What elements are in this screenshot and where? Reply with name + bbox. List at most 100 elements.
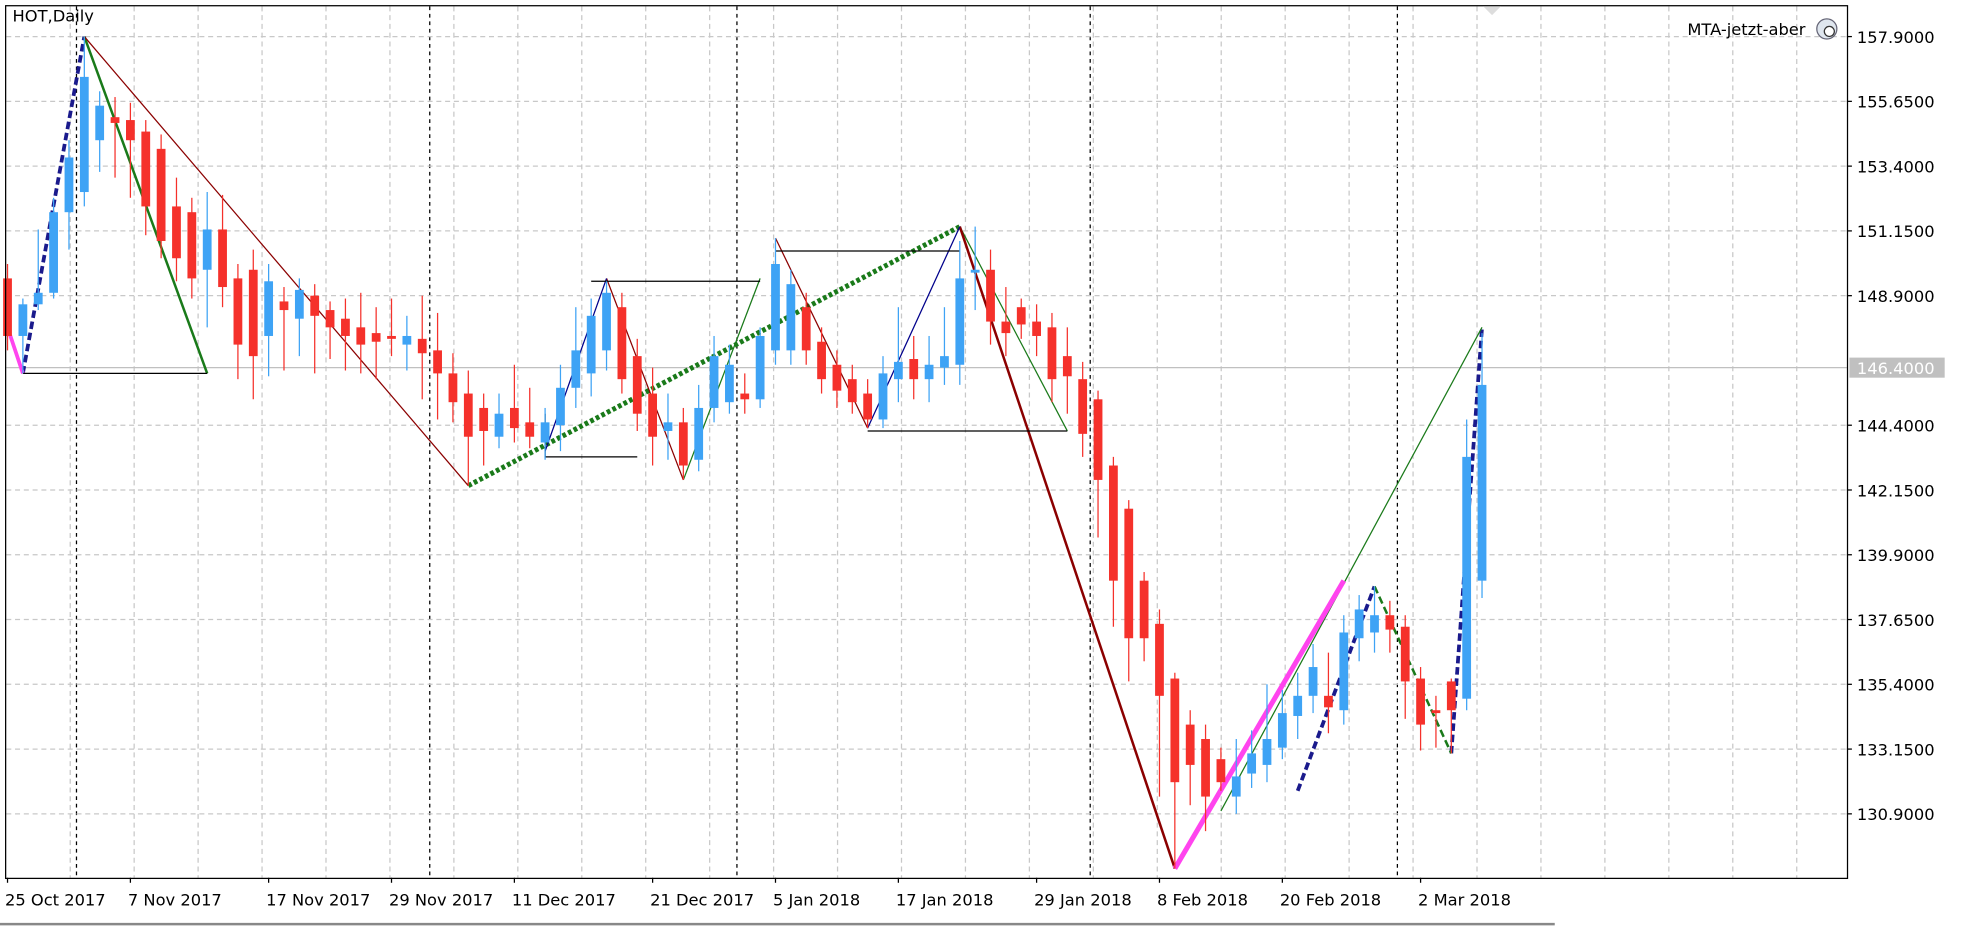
candle-body [1047, 327, 1057, 380]
candle-body [1477, 384, 1487, 581]
candle-body [1109, 465, 1118, 581]
zigzag-line [959, 226, 1068, 432]
candle-body [387, 335, 396, 339]
zigzag-line [1172, 579, 1346, 870]
candle-body [1139, 580, 1149, 639]
zigzag-line [1220, 327, 1483, 812]
y-tick-label: 142.1500 [1857, 481, 1935, 500]
candle-body [448, 373, 458, 403]
candle-body [924, 364, 934, 380]
last-price-box [1849, 357, 1945, 378]
candle-body [341, 318, 350, 336]
candle-body [602, 292, 611, 351]
candle-body [1201, 739, 1210, 797]
candle-body [1400, 626, 1410, 682]
indicator-name: MTA-jetzt-aber [1687, 20, 1805, 39]
x-tick-label: 7 Nov 2017 [128, 890, 222, 909]
zigzag-line [83, 36, 469, 487]
candle-body [1262, 739, 1272, 765]
candle-body [1431, 710, 1441, 714]
shift-marker [1483, 6, 1501, 16]
candle-body [1216, 759, 1226, 783]
candle-body [172, 206, 181, 259]
candle-body [463, 393, 473, 437]
x-tick-label: 2 Mar 2018 [1418, 890, 1511, 909]
candle-body [725, 364, 734, 403]
candle-body [1446, 681, 1456, 711]
x-tick-label: 25 Oct 2017 [5, 890, 106, 909]
x-tick-label: 8 Feb 2018 [1157, 890, 1248, 909]
candle-body [847, 379, 857, 403]
indicator-icon [1816, 18, 1838, 40]
last-price-label: 146.4000 [1857, 359, 1935, 378]
candle-body [678, 422, 688, 466]
y-tick-label: 144.4000 [1857, 416, 1935, 435]
x-tick-label: 5 Jan 2018 [773, 890, 860, 909]
zigzag-line [1449, 327, 1484, 754]
candle-body [1124, 508, 1134, 639]
candle-body [1032, 321, 1041, 336]
candle-body [1277, 713, 1287, 748]
candle-body [1462, 456, 1472, 699]
candle-body [663, 422, 673, 431]
candle-body [3, 278, 12, 336]
candle-body [893, 361, 903, 380]
y-tick-label: 153.4000 [1857, 157, 1935, 176]
y-tick-label: 157.9000 [1857, 28, 1935, 47]
candle-body [95, 105, 105, 141]
candle-body [571, 350, 581, 388]
candles [3, 36, 1487, 869]
candle-body [371, 333, 381, 342]
chart-title: HOT,Daily [13, 6, 95, 25]
candle-body [694, 407, 704, 460]
candle-body [740, 393, 750, 400]
candle-body [1339, 632, 1349, 711]
candle-body [509, 407, 519, 429]
candle-body [1185, 724, 1195, 765]
candle-body [433, 350, 442, 374]
candle-body [126, 120, 135, 141]
candle-body [525, 422, 535, 437]
candle-body [786, 284, 796, 351]
candle-body [832, 364, 842, 391]
candle-body [233, 278, 243, 345]
candle-body [863, 393, 873, 420]
plot-frame [5, 5, 1849, 880]
x-tick-label: 20 Feb 2018 [1280, 890, 1381, 909]
y-tick-label: 155.6500 [1857, 93, 1935, 112]
zigzag-line [958, 226, 1177, 869]
candle-body [1001, 321, 1011, 334]
candle-body [18, 304, 28, 336]
x-tick-label: 11 Dec 2017 [512, 890, 616, 909]
candle-body [264, 281, 274, 336]
candle-body [817, 341, 826, 380]
candle-body [556, 387, 565, 426]
x-tick-label: 29 Jan 2018 [1034, 890, 1132, 909]
candle-body [940, 356, 949, 368]
candle-body [110, 117, 120, 123]
candle-body [402, 335, 412, 345]
candle-body [479, 407, 489, 431]
candle-body [1370, 615, 1379, 633]
grid [6, 6, 1847, 878]
candle-body [771, 264, 780, 351]
candle-body [1308, 667, 1318, 696]
candle-body [1093, 399, 1103, 480]
candle-body [494, 413, 504, 437]
candle-body [64, 157, 74, 213]
candle-body [79, 76, 89, 193]
candle-body [294, 289, 304, 319]
candle-body [141, 131, 151, 207]
y-tick-label: 135.4000 [1857, 676, 1935, 695]
candle-body [202, 229, 212, 270]
zigzag-line [1373, 585, 1453, 754]
candle-body [33, 292, 43, 305]
candle-body [156, 148, 166, 241]
candle-body [709, 356, 719, 408]
candle-body [955, 278, 965, 365]
y-tick-label: 133.1500 [1857, 740, 1935, 759]
candle-body [218, 229, 227, 288]
x-tick-label: 21 Dec 2017 [650, 890, 754, 909]
candle-body [909, 359, 919, 380]
